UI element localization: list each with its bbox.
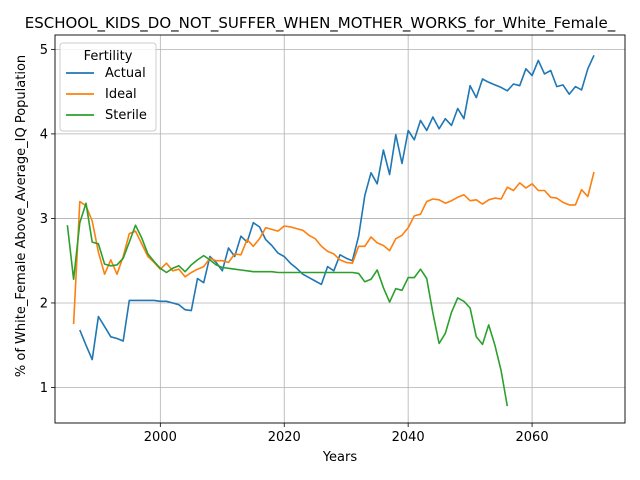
y-tick-label: 4 (40, 127, 48, 142)
legend-box (59, 42, 157, 132)
series-line-actual (79, 54, 595, 361)
legend-entries: Actual Ideal Sterile (66, 66, 147, 123)
y-tick-label: 2 (40, 296, 48, 311)
y-tick-label: 1 (40, 381, 48, 396)
x-tick-label: 2000 (144, 430, 177, 445)
legend-title: Fertility (84, 49, 133, 64)
series-line-sterile (66, 202, 509, 407)
legend-label-actual: Actual (105, 66, 146, 81)
legend: Fertility Actual Ideal Sterile (59, 42, 157, 132)
legend-label-ideal: Ideal (105, 87, 137, 102)
axes-frame (54, 34, 626, 424)
x-axis-label: Years (322, 450, 358, 465)
x-tick-label: 2040 (392, 430, 425, 445)
axis-ticks: 2000 2020 2040 2060 1 2 3 4 5 (40, 43, 549, 445)
y-tick-label: 3 (40, 212, 48, 227)
x-tick-label: 2020 (268, 430, 301, 445)
series-lines (66, 54, 595, 407)
chart-title: ESCHOOL_KIDS_DO_NOT_SUFFER_WHEN_MOTHER_W… (25, 14, 616, 33)
y-tick-label: 5 (40, 43, 48, 58)
y-axis-label: % of White_Female Above_Average_IQ Popul… (14, 55, 29, 377)
x-tick-label: 2060 (516, 430, 549, 445)
legend-label-sterile: Sterile (105, 108, 147, 123)
